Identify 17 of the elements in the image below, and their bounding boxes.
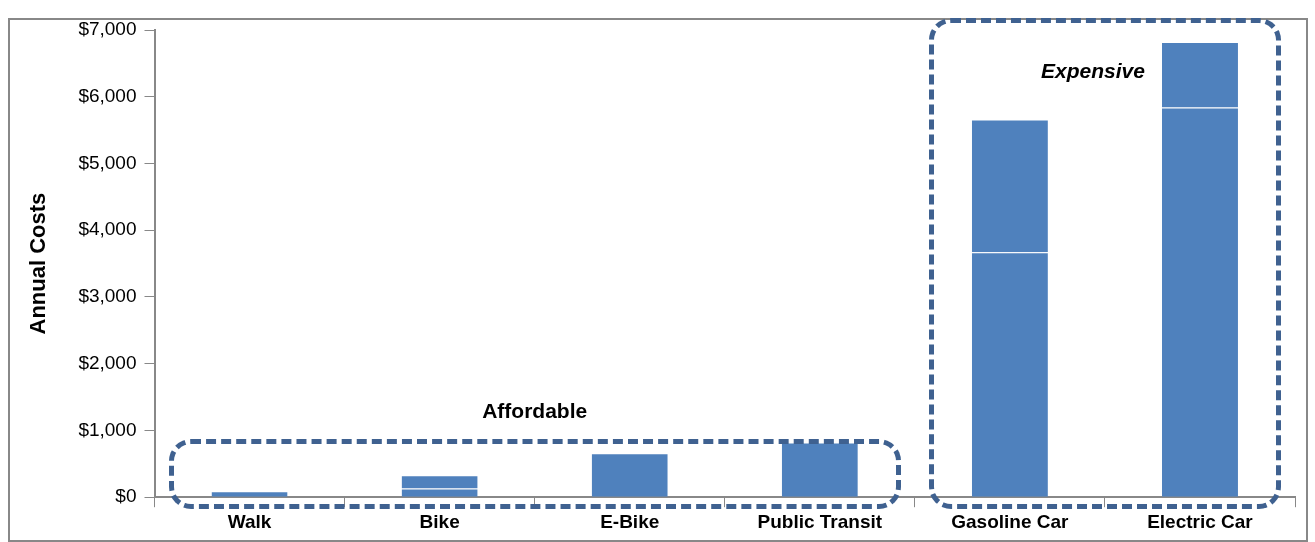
y-tick-label: $2,000: [78, 351, 137, 373]
x-tick-label: Electric Car: [1147, 510, 1254, 532]
x-tick-label: Gasoline Car: [951, 510, 1070, 532]
x-tick-label: Bike: [419, 510, 460, 532]
y-tick-label: $6,000: [78, 84, 137, 106]
y-axis-title: Annual Costs: [25, 192, 51, 335]
y-tick-label: $4,000: [78, 218, 137, 240]
annotation: Expensive: [1040, 58, 1146, 82]
y-tick-label: $5,000: [78, 151, 137, 173]
y-tick-label: $0: [115, 485, 137, 507]
x-tick-label: Walk: [227, 510, 272, 532]
y-tick-label: $3,000: [78, 285, 137, 307]
annotation: Affordable: [482, 399, 588, 423]
y-tick-label: $1,000: [78, 418, 137, 440]
y-tick-label: $7,000: [78, 18, 137, 40]
x-tick-label: Public Transit: [757, 510, 883, 532]
x-tick-label: E-Bike: [600, 510, 660, 532]
